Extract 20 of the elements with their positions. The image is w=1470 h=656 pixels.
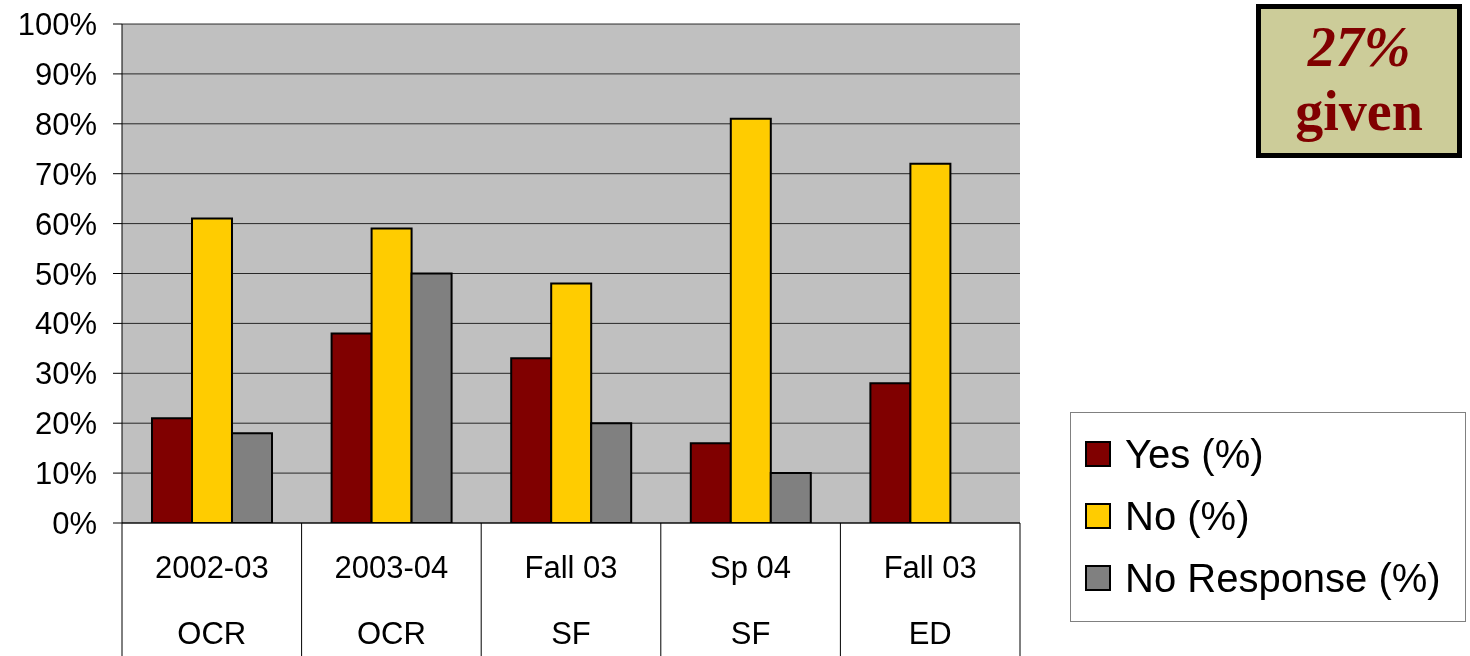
y-tick-label: 10% xyxy=(34,456,97,492)
x-tick-label: 2002-03 OCR xyxy=(154,550,269,651)
legend-label: No (%) xyxy=(1125,493,1250,539)
y-tick-label: 100% xyxy=(17,7,97,42)
y-tick-label: 80% xyxy=(34,106,97,142)
y-tick-label: 60% xyxy=(34,206,97,242)
x-tick-label: 2003-04 OCR xyxy=(334,550,449,651)
y-tick-label: 20% xyxy=(34,406,97,442)
x-tick-label: Fall 03 SF xyxy=(524,550,618,651)
y-tick-label: 90% xyxy=(34,56,97,92)
x-tick-label: Fall 03 ED xyxy=(883,550,977,651)
legend-label: Yes (%) xyxy=(1125,431,1264,477)
legend-label: No Response (%) xyxy=(1125,555,1441,601)
y-tick-label: 70% xyxy=(34,156,97,192)
note-box: 27% given xyxy=(1256,4,1462,158)
x-tick-label: Sp 04 SF xyxy=(710,550,792,651)
y-tick-label: 30% xyxy=(34,356,97,392)
y-tick-label: 0% xyxy=(52,506,97,541)
y-tick-label: 50% xyxy=(34,256,97,292)
y-tick-label: 40% xyxy=(34,306,97,342)
